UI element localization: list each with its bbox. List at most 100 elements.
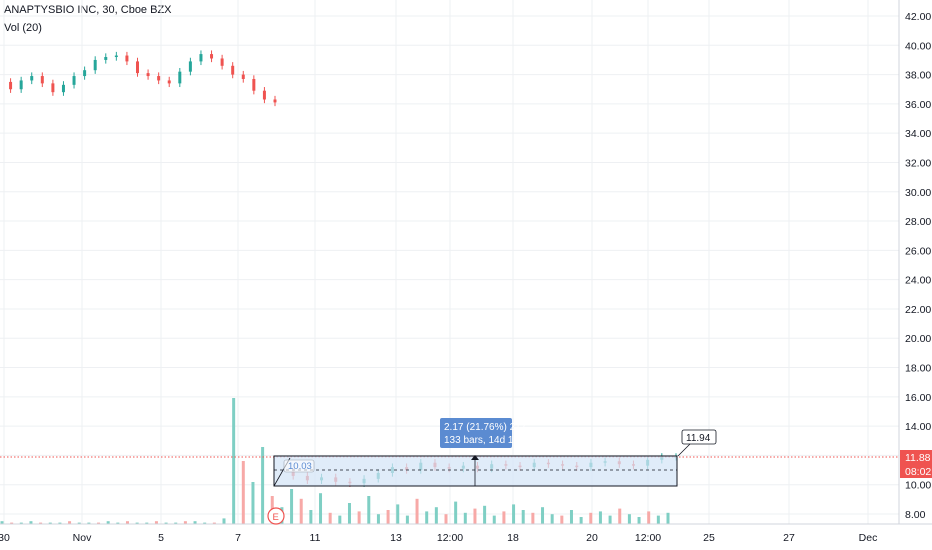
volume-bar [29,521,33,524]
volume-bar [309,510,313,524]
candle-body [241,74,245,79]
volume-bar [357,511,361,524]
candle-body [210,54,214,59]
volume-bar [627,514,631,524]
volume-bar [367,496,371,524]
candle-body [220,58,224,66]
measure-start-tag [283,459,315,473]
y-tick-label: 34.00 [905,128,931,140]
volume-bar [569,510,573,524]
volume-bar [425,511,429,524]
volume-bar [473,508,477,524]
volume-bar [386,510,390,524]
measure-arrow-icon [471,455,479,460]
measure-label-line1: 2.17 (21.76%) 217 [444,422,527,433]
volume-bar [290,489,294,524]
candle-body [83,70,87,77]
candle-body [262,90,266,100]
y-tick-label: 30.00 [905,187,931,199]
volume-bars [0,398,670,524]
volume-bar [299,498,303,524]
volume-bar [87,522,91,524]
y-tick-label: 18.00 [905,363,931,375]
volume-bar [666,512,670,524]
volume-bar [183,521,187,524]
volume-bar [444,514,448,524]
volume-bar [598,511,602,524]
volume-bar [415,498,419,524]
candle-body [104,57,108,60]
measure-end-tag [681,429,717,445]
chart-grid [0,0,899,524]
earnings-marker-label: E [273,512,279,523]
volume-bar [560,515,564,524]
volume-bar [212,522,216,524]
candle-body [19,80,23,90]
x-tick-label: 27 [783,532,795,544]
volume-bar [241,461,245,524]
volume-indicator-label: Vol (20) [4,22,42,34]
volume-bar [68,521,72,524]
volume-bar [376,514,380,524]
candle-body [114,55,118,58]
candle-body [136,61,139,74]
volume-bar [145,522,149,524]
x-tick-label: 13 [390,532,402,544]
volume-bar [541,507,545,524]
volume-bar [647,511,651,524]
y-tick-label: 20.00 [905,333,931,345]
y-tick-label: 40.00 [905,40,931,52]
candle-body [146,73,150,77]
measure-box[interactable] [273,455,678,487]
volume-bar [454,501,458,524]
volume-bar [521,510,525,524]
x-tick-label: 30 [0,532,10,544]
candle-body [51,83,55,93]
y-tick-label: 28.00 [905,216,931,228]
volume-bar [512,504,516,524]
volume-bar [48,522,52,524]
candle-body [30,76,34,81]
y-tick-label: 38.00 [905,70,931,82]
candle-body [157,76,161,81]
candle-body [72,76,76,85]
volume-bar [97,522,101,524]
candle-body [199,54,203,62]
x-tick-label: 5 [158,532,164,544]
volume-bar [328,512,332,524]
volume-bar [19,522,23,524]
volume-bar [589,512,593,524]
volume-bar [125,521,129,524]
candle-body [252,78,256,91]
y-tick-label: 26.00 [905,245,931,257]
volume-bar [39,522,43,524]
measure-start-label: 10.03 [288,461,312,472]
countdown-tag-text: 08:02 [905,466,931,478]
candle-body [188,61,192,72]
volume-bar [618,508,622,524]
candle-body [93,59,97,71]
y-tick-label: 8.00 [905,509,926,521]
volume-bar [434,507,438,524]
volume-bar [579,517,583,524]
volume-bar [222,518,226,524]
x-axis: 30 Nov 5 7 11 13 12:00 18 20 12:00 25 27 Dec [0,532,877,544]
x-tick-label: 12:00 [437,532,463,544]
volume-bar [10,522,14,524]
volume-bar [58,522,62,524]
measure-label-box [440,418,512,448]
candle-body [40,76,44,84]
measure-label-line2: 133 bars, 14d 19h [444,435,525,446]
earnings-marker-icon[interactable] [267,507,285,525]
volume-bar [154,521,158,524]
volume-bar [405,515,409,524]
x-tick-label: 11 [310,532,321,544]
x-tick-label: 12:00 [635,532,661,544]
y-tick-label: 32.00 [905,157,931,169]
last-price-tag [900,450,932,464]
candle-body [125,55,129,62]
countdown-tag [900,464,932,478]
candle-body [9,81,13,90]
y-tick-label: 10.00 [905,480,931,492]
